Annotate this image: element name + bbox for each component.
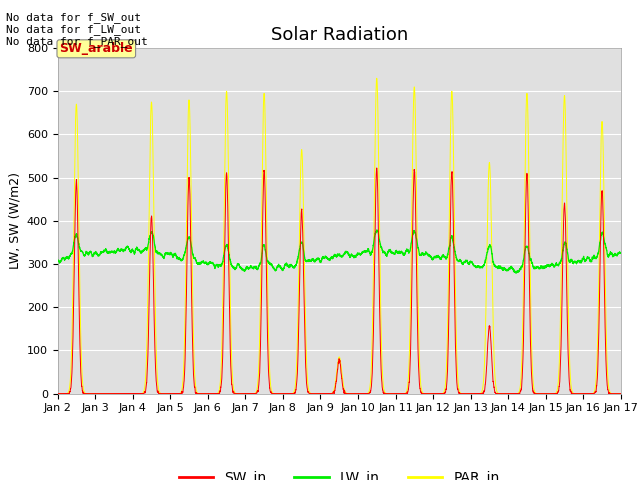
Text: No data for f_PAR_out: No data for f_PAR_out: [6, 36, 148, 47]
Text: No data for f_SW_out: No data for f_SW_out: [6, 12, 141, 23]
Y-axis label: LW, SW (W/m2): LW, SW (W/m2): [8, 172, 21, 269]
Text: No data for f_LW_out: No data for f_LW_out: [6, 24, 141, 35]
Legend: SW_in, LW_in, PAR_in: SW_in, LW_in, PAR_in: [173, 465, 506, 480]
Title: Solar Radiation: Solar Radiation: [271, 25, 408, 44]
Text: SW_arable: SW_arable: [60, 42, 133, 55]
